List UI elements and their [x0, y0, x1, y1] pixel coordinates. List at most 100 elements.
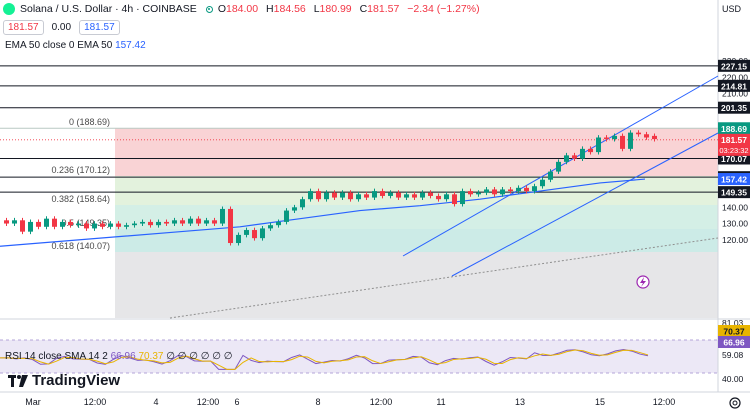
symbol-title[interactable]: Solana / U.S. Dollar · 4h · COINBASE	[20, 3, 197, 15]
time-tick: 11	[436, 397, 445, 407]
level-badge	[718, 101, 750, 114]
time-tick: 6	[234, 397, 239, 407]
rsi-empty-values: ∅ ∅ ∅ ∅ ∅ ∅	[166, 351, 233, 362]
candle-body	[636, 132, 641, 135]
spread-value: 0.00	[51, 22, 72, 33]
candle-body	[396, 192, 401, 198]
candle-body	[436, 195, 441, 200]
candle-body	[244, 230, 249, 235]
time-tick: 12:00	[370, 397, 393, 407]
channel-lower	[451, 132, 719, 277]
ema-legend[interactable]: EMA 50 close 0 EMA 50 157.42	[5, 40, 146, 51]
last-price-badge	[718, 133, 750, 156]
candle-body	[588, 148, 593, 153]
price-tick: 120.00	[722, 235, 748, 245]
rsi-sma-value: 70.37	[138, 351, 164, 362]
level-badge	[718, 186, 750, 199]
time-tick: Mar	[25, 397, 41, 407]
time-tick: 15	[595, 397, 605, 407]
candle-body	[220, 208, 225, 224]
fib-zone-5-618	[115, 229, 718, 252]
tradingview-logo[interactable]: TradingView	[8, 372, 120, 389]
candle-body	[124, 225, 129, 227]
ema-value: 157.42	[115, 40, 146, 51]
candle-body	[44, 218, 49, 227]
price-tick: 130.00	[722, 219, 748, 229]
candle-body	[204, 220, 209, 224]
candle-body	[348, 192, 353, 200]
candle-body	[428, 192, 433, 196]
lightning-icon[interactable]	[636, 275, 650, 289]
candle-body	[556, 161, 561, 172]
candle-body	[108, 223, 113, 227]
price-tick: 140.00	[722, 202, 748, 212]
candle-body	[476, 192, 481, 195]
candle-body	[508, 189, 513, 192]
candle-body	[380, 191, 385, 196]
fib-zone-236-382	[115, 176, 718, 205]
candle-body	[52, 218, 57, 227]
fib-zone-618-below	[115, 252, 718, 318]
candle-body	[596, 137, 601, 153]
candle-body	[252, 230, 257, 239]
rsi-badge-label: 66.96	[723, 338, 745, 348]
time-tick: 8	[315, 397, 320, 407]
candle-body	[196, 218, 201, 224]
candle-body	[300, 199, 305, 208]
price-tick: 210.00	[722, 89, 748, 99]
price-tick: 220.00	[722, 72, 748, 82]
level-badge-label: 149.35	[721, 188, 747, 198]
candle-body	[468, 191, 473, 195]
rsi-legend[interactable]: RSI 14 close SMA 14 2 66.96 70.37 ∅ ∅ ∅ …	[5, 351, 232, 362]
fib-label-0382: 0.382 (158.64)	[51, 194, 110, 204]
candle-body	[116, 223, 121, 227]
level-badge	[718, 59, 750, 72]
candle-body	[340, 192, 345, 198]
candle-body	[452, 194, 457, 205]
candle-body	[332, 192, 337, 198]
candle-body	[364, 194, 369, 198]
rsi-tick: 40.00	[722, 374, 744, 384]
sell-button[interactable]: 181.57	[3, 20, 44, 35]
level-badge	[718, 173, 750, 186]
candle-body	[68, 221, 73, 226]
candle-body	[260, 228, 265, 239]
candle-body	[12, 220, 17, 224]
candle-body	[540, 179, 545, 187]
rsi-badge-label: 70.37	[723, 327, 745, 337]
time-tick: 12:00	[84, 397, 107, 407]
candle-body	[180, 220, 185, 224]
candle-body	[76, 223, 81, 226]
candle-body	[156, 221, 161, 226]
candle-body	[356, 194, 361, 200]
level-badge-label: 188.69	[721, 124, 747, 134]
symbol-logo-icon	[3, 3, 15, 15]
candle-body	[92, 223, 97, 229]
time-tick: 12:00	[653, 397, 676, 407]
candle-body	[140, 221, 145, 224]
candle-body	[420, 192, 425, 198]
settings-icon[interactable]	[729, 397, 741, 409]
high-value: 184.56	[273, 3, 306, 15]
time-tick: 13	[515, 397, 525, 407]
candle-body	[212, 220, 217, 224]
fib-label-0618: 0.618 (140.07)	[51, 241, 110, 251]
candle-body	[404, 194, 409, 198]
trade-buttons: 181.57 0.00 181.57	[3, 20, 120, 35]
currency-label: USD	[722, 4, 742, 14]
level-badge-label: 214.81	[721, 81, 747, 91]
fib-label-0236: 0.236 (170.12)	[51, 165, 110, 175]
candle-body	[484, 189, 489, 193]
candle-body	[236, 234, 241, 244]
buy-button[interactable]: 181.57	[79, 20, 120, 35]
chart-header: Solana / U.S. Dollar · 4h · COINBASE O18…	[0, 0, 485, 18]
fib-zone-382-5	[115, 205, 718, 229]
candle-body	[580, 148, 585, 159]
candle-body	[564, 155, 569, 162]
candle-body	[652, 135, 657, 140]
candle-body	[316, 191, 321, 200]
level-badge	[718, 79, 750, 92]
candle-body	[60, 221, 65, 227]
